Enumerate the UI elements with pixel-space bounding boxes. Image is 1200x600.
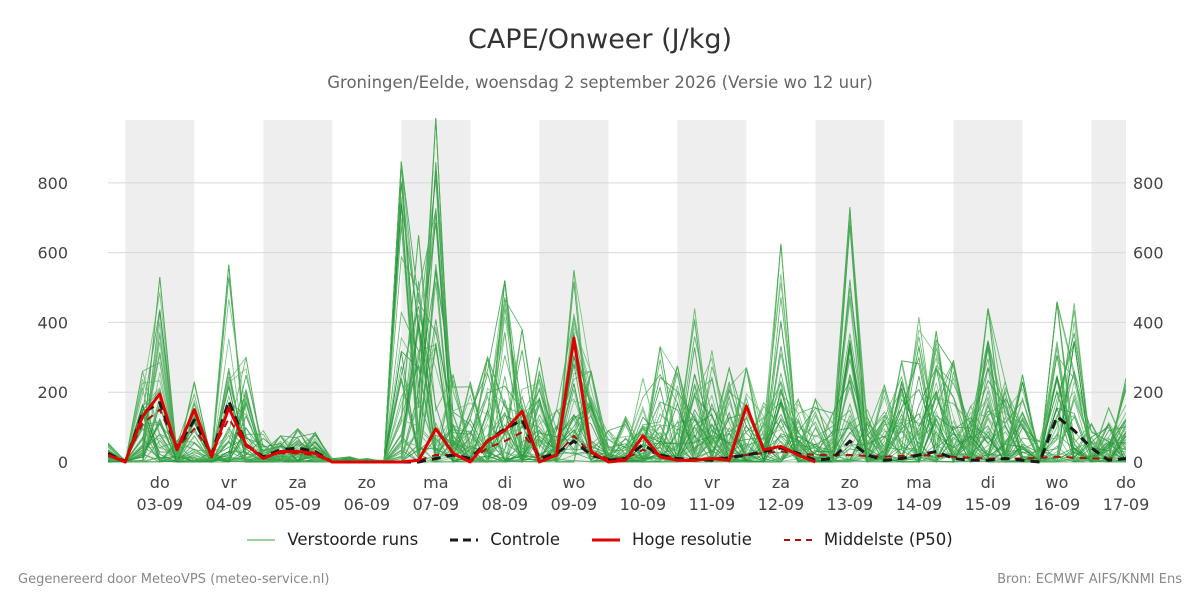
y-tick-label-left: 800: [37, 174, 68, 193]
legend-swatch-solid-red: [591, 538, 620, 541]
y-tick-label-left: 400: [37, 313, 68, 332]
x-tick-date: 11-09: [689, 495, 736, 514]
x-tick-date: 14-09: [896, 495, 943, 514]
x-tick-date: 15-09: [965, 495, 1012, 514]
x-tick-day: di: [981, 473, 996, 492]
x-tick-day: vr: [221, 473, 237, 492]
weekend-band: [263, 120, 333, 462]
legend-label: Controle: [490, 530, 560, 549]
legend-item-controle: Controle: [450, 530, 560, 549]
x-tick-date: 12-09: [758, 495, 805, 514]
x-tick-day: wo: [562, 473, 585, 492]
footer-generated-by: Gegenereerd door MeteoVPS (meteo-service…: [18, 572, 330, 587]
ensemble-member-line: [108, 161, 1126, 464]
chart-title: CAPE/Onweer (J/kg): [467, 24, 732, 55]
ensemble-member-line: [108, 347, 1126, 463]
x-tick-date: 04-09: [206, 495, 253, 514]
x-tick-day: zo: [841, 473, 859, 492]
series-line-hoge-resolutie: [108, 336, 816, 464]
legend-item-hoge-resolutie: Hoge resolutie: [591, 530, 752, 549]
y-tick-label-right: 0: [1133, 453, 1143, 472]
x-tick-day: do: [1116, 473, 1136, 492]
y-tick-label-right: 200: [1133, 383, 1164, 402]
x-tick-date: 10-09: [620, 495, 667, 514]
x-tick-date: 08-09: [482, 495, 529, 514]
y-tick-label-left: 200: [37, 383, 68, 402]
y-tick-label-left: 600: [37, 244, 68, 263]
x-tick-day: do: [150, 473, 170, 492]
footer-source: Bron: ECMWF AIFS/KNMI Ens: [997, 572, 1182, 587]
x-tick-day: di: [498, 473, 513, 492]
y-tick-label-left: 0: [58, 453, 68, 472]
ensemble-member-line: [108, 235, 1126, 463]
chart-subtitle: Groningen/Eelde, woensdag 2 september 20…: [327, 73, 873, 92]
legend-item-verstoorde-runs: Verstoorde runs: [247, 530, 418, 549]
legend-label: Middelste (P50): [823, 530, 953, 549]
legend-swatch-dash-darkred: [783, 538, 812, 541]
legend-label: Hoge resolutie: [631, 530, 752, 549]
x-tick-day: vr: [704, 473, 720, 492]
legend-swatch-thin: [247, 538, 276, 541]
x-tick-date: 07-09: [413, 495, 460, 514]
x-tick-date: 17-09: [1103, 495, 1150, 514]
x-tick-day: ma: [906, 473, 931, 492]
x-tick-date: 03-09: [137, 495, 184, 514]
x-tick-day: wo: [1046, 473, 1069, 492]
x-tick-date: 13-09: [827, 495, 874, 514]
x-tick-date: 05-09: [275, 495, 322, 514]
weekend-band: [1091, 120, 1126, 462]
y-tick-label-right: 600: [1133, 244, 1164, 263]
x-tick-date: 16-09: [1034, 495, 1081, 514]
legend: Verstoorde runs Controle Hoge resolutie …: [0, 530, 1200, 549]
x-tick-day: ma: [423, 473, 448, 492]
y-tick-label-right: 800: [1133, 174, 1164, 193]
ensemble-member-line: [108, 300, 1126, 464]
x-tick-day: za: [772, 473, 790, 492]
legend-item-middelste: Middelste (P50): [783, 530, 953, 549]
x-tick-day: za: [289, 473, 307, 492]
x-tick-date: 06-09: [344, 495, 391, 514]
x-tick-day: zo: [358, 473, 376, 492]
legend-label: Verstoorde runs: [287, 530, 419, 549]
x-tick-date: 09-09: [551, 495, 598, 514]
y-tick-label-right: 400: [1133, 313, 1164, 332]
legend-swatch-dash-black: [450, 538, 479, 541]
x-tick-day: do: [633, 473, 653, 492]
